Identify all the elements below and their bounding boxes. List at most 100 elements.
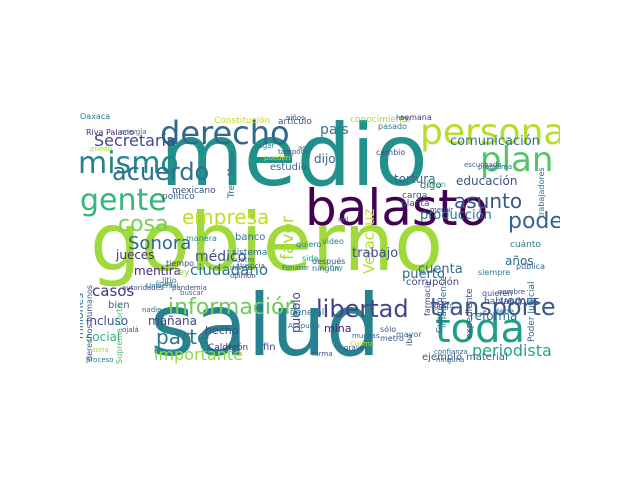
cloud-word: opinión <box>230 272 256 280</box>
cloud-word: cuánto <box>510 240 541 250</box>
cloud-word: Oaxaca <box>80 113 111 121</box>
cloud-word: gobierno <box>90 196 444 289</box>
cloud-word: mentir <box>430 206 454 214</box>
cloud-word: conocimiento <box>350 115 411 125</box>
cloud-word: debe <box>494 307 514 316</box>
cloud-word: poder <box>508 209 560 234</box>
cloud-word: social <box>86 330 121 344</box>
cloud-word: años <box>505 254 534 268</box>
cloud-word: después <box>312 257 346 266</box>
cloud-word: expediente <box>465 288 475 339</box>
cloud-word: zona <box>92 346 109 354</box>
cloud-word: ciudadano <box>190 261 269 279</box>
cloud-word: metro <box>380 334 404 343</box>
cloud-word: buscar <box>180 289 204 297</box>
cloud-word: mina <box>324 322 352 335</box>
cloud-word: material <box>466 352 508 363</box>
cloud-word: favor <box>278 215 298 260</box>
cloud-word: artículo <box>278 117 312 127</box>
cloud-word: asunto <box>454 189 523 213</box>
cloud-word: carga <box>402 191 428 201</box>
cloud-word: casos <box>92 282 135 300</box>
cloud-word: pandemia <box>172 284 207 292</box>
cloud-word: empresa <box>182 205 270 229</box>
cloud-word: manera <box>186 234 217 243</box>
cloud-word: jueces <box>116 248 155 262</box>
cloud-word: Fonatur <box>282 264 309 272</box>
cloud-word: hecho <box>205 324 239 337</box>
cloud-word: sido <box>302 254 319 263</box>
cloud-word: puerto <box>402 267 445 282</box>
cloud-word: hay <box>330 264 343 272</box>
cloud-word: médico <box>195 249 247 265</box>
cloud-word: Justicia <box>240 262 265 270</box>
cloud-word: dónde <box>230 264 252 272</box>
cloud-word: puedo <box>90 145 112 153</box>
cloud-word: gente <box>80 183 167 218</box>
cloud-word: quiero <box>296 240 322 249</box>
cloud-word: litio <box>162 276 177 285</box>
cloud-word: balasto <box>305 179 489 237</box>
cloud-word: medio <box>160 113 428 206</box>
cloud-word: sólo <box>380 325 397 334</box>
cloud-word: niños <box>286 114 305 122</box>
cloud-word: bien <box>108 300 130 311</box>
cloud-word: importante <box>154 345 243 364</box>
cloud-word: pública <box>516 262 545 271</box>
cloud-word: Suprema Corte <box>115 303 124 365</box>
cloud-word: farmacia <box>423 281 432 317</box>
cloud-word: dijo <box>314 152 336 166</box>
cloud-word: linea <box>156 280 173 288</box>
cloud-word: general <box>290 308 325 318</box>
cloud-word: Calderón <box>208 343 249 353</box>
cloud-word: autoridades <box>122 284 164 292</box>
cloud-word: forma <box>312 350 333 358</box>
cloud-word: quieren <box>482 289 513 298</box>
cloud-word: proceso <box>86 356 114 364</box>
cloud-word: joven <box>424 180 446 189</box>
cloud-word: persona <box>420 113 560 153</box>
cloud-word: banco <box>235 232 266 243</box>
cloud-word: corrupción <box>406 277 460 288</box>
cloud-word: libertad <box>316 295 409 323</box>
cloud-word: confianza <box>434 348 468 356</box>
cloud-word: incluso <box>86 314 129 328</box>
cloud-word: digo <box>420 180 442 191</box>
cloud-word: mexicano <box>172 186 216 196</box>
cloud-word: cosa <box>118 212 169 237</box>
cloud-word: siempre <box>478 268 511 277</box>
cloud-word: Universal <box>146 282 179 290</box>
cloud-word: sistema <box>232 248 268 258</box>
cloud-word: trabajo <box>352 246 399 261</box>
cloud-word: acuerdo <box>112 158 210 186</box>
cloud-word: tiempo <box>166 259 195 268</box>
cloud-word: Veracruz <box>360 208 378 274</box>
cloud-word: salud <box>150 276 381 368</box>
cloud-word: tortura <box>394 172 436 186</box>
cloud-word: agosto <box>430 302 454 310</box>
cloud-word: educación <box>456 174 518 188</box>
cloud-word: mayor <box>396 330 422 339</box>
cloud-word: parte <box>156 325 210 349</box>
cloud-word: ninguna <box>436 356 465 364</box>
cloud-word: producción <box>420 208 492 223</box>
cloud-word: político <box>162 192 195 202</box>
cloud-word: Secretaría <box>94 131 176 150</box>
cloud-word: pagar <box>254 142 275 150</box>
cloud-word: trabajadores <box>537 167 546 218</box>
cloud-word: nadie <box>142 306 162 314</box>
cloud-word: toda <box>435 306 526 352</box>
cloud-word: periodista <box>472 341 552 360</box>
cloud-word: Riva Palacio <box>86 128 134 137</box>
cloud-word: iba <box>405 333 414 347</box>
cloud-word: programa <box>478 163 513 171</box>
cloud-word: grave <box>344 344 365 352</box>
cloud-word: Poder Judicial <box>527 281 537 343</box>
cloud-word: pasado <box>378 122 408 131</box>
word-cloud: gobierno medio salud balasto persona derecho m… <box>80 113 560 368</box>
cloud-word: reforma <box>470 309 518 323</box>
cloud-word: comunicación <box>450 134 540 149</box>
cloud-word: energía <box>120 128 147 136</box>
cloud-word: estudio <box>270 162 307 173</box>
cloud-word: vemos <box>500 294 540 308</box>
